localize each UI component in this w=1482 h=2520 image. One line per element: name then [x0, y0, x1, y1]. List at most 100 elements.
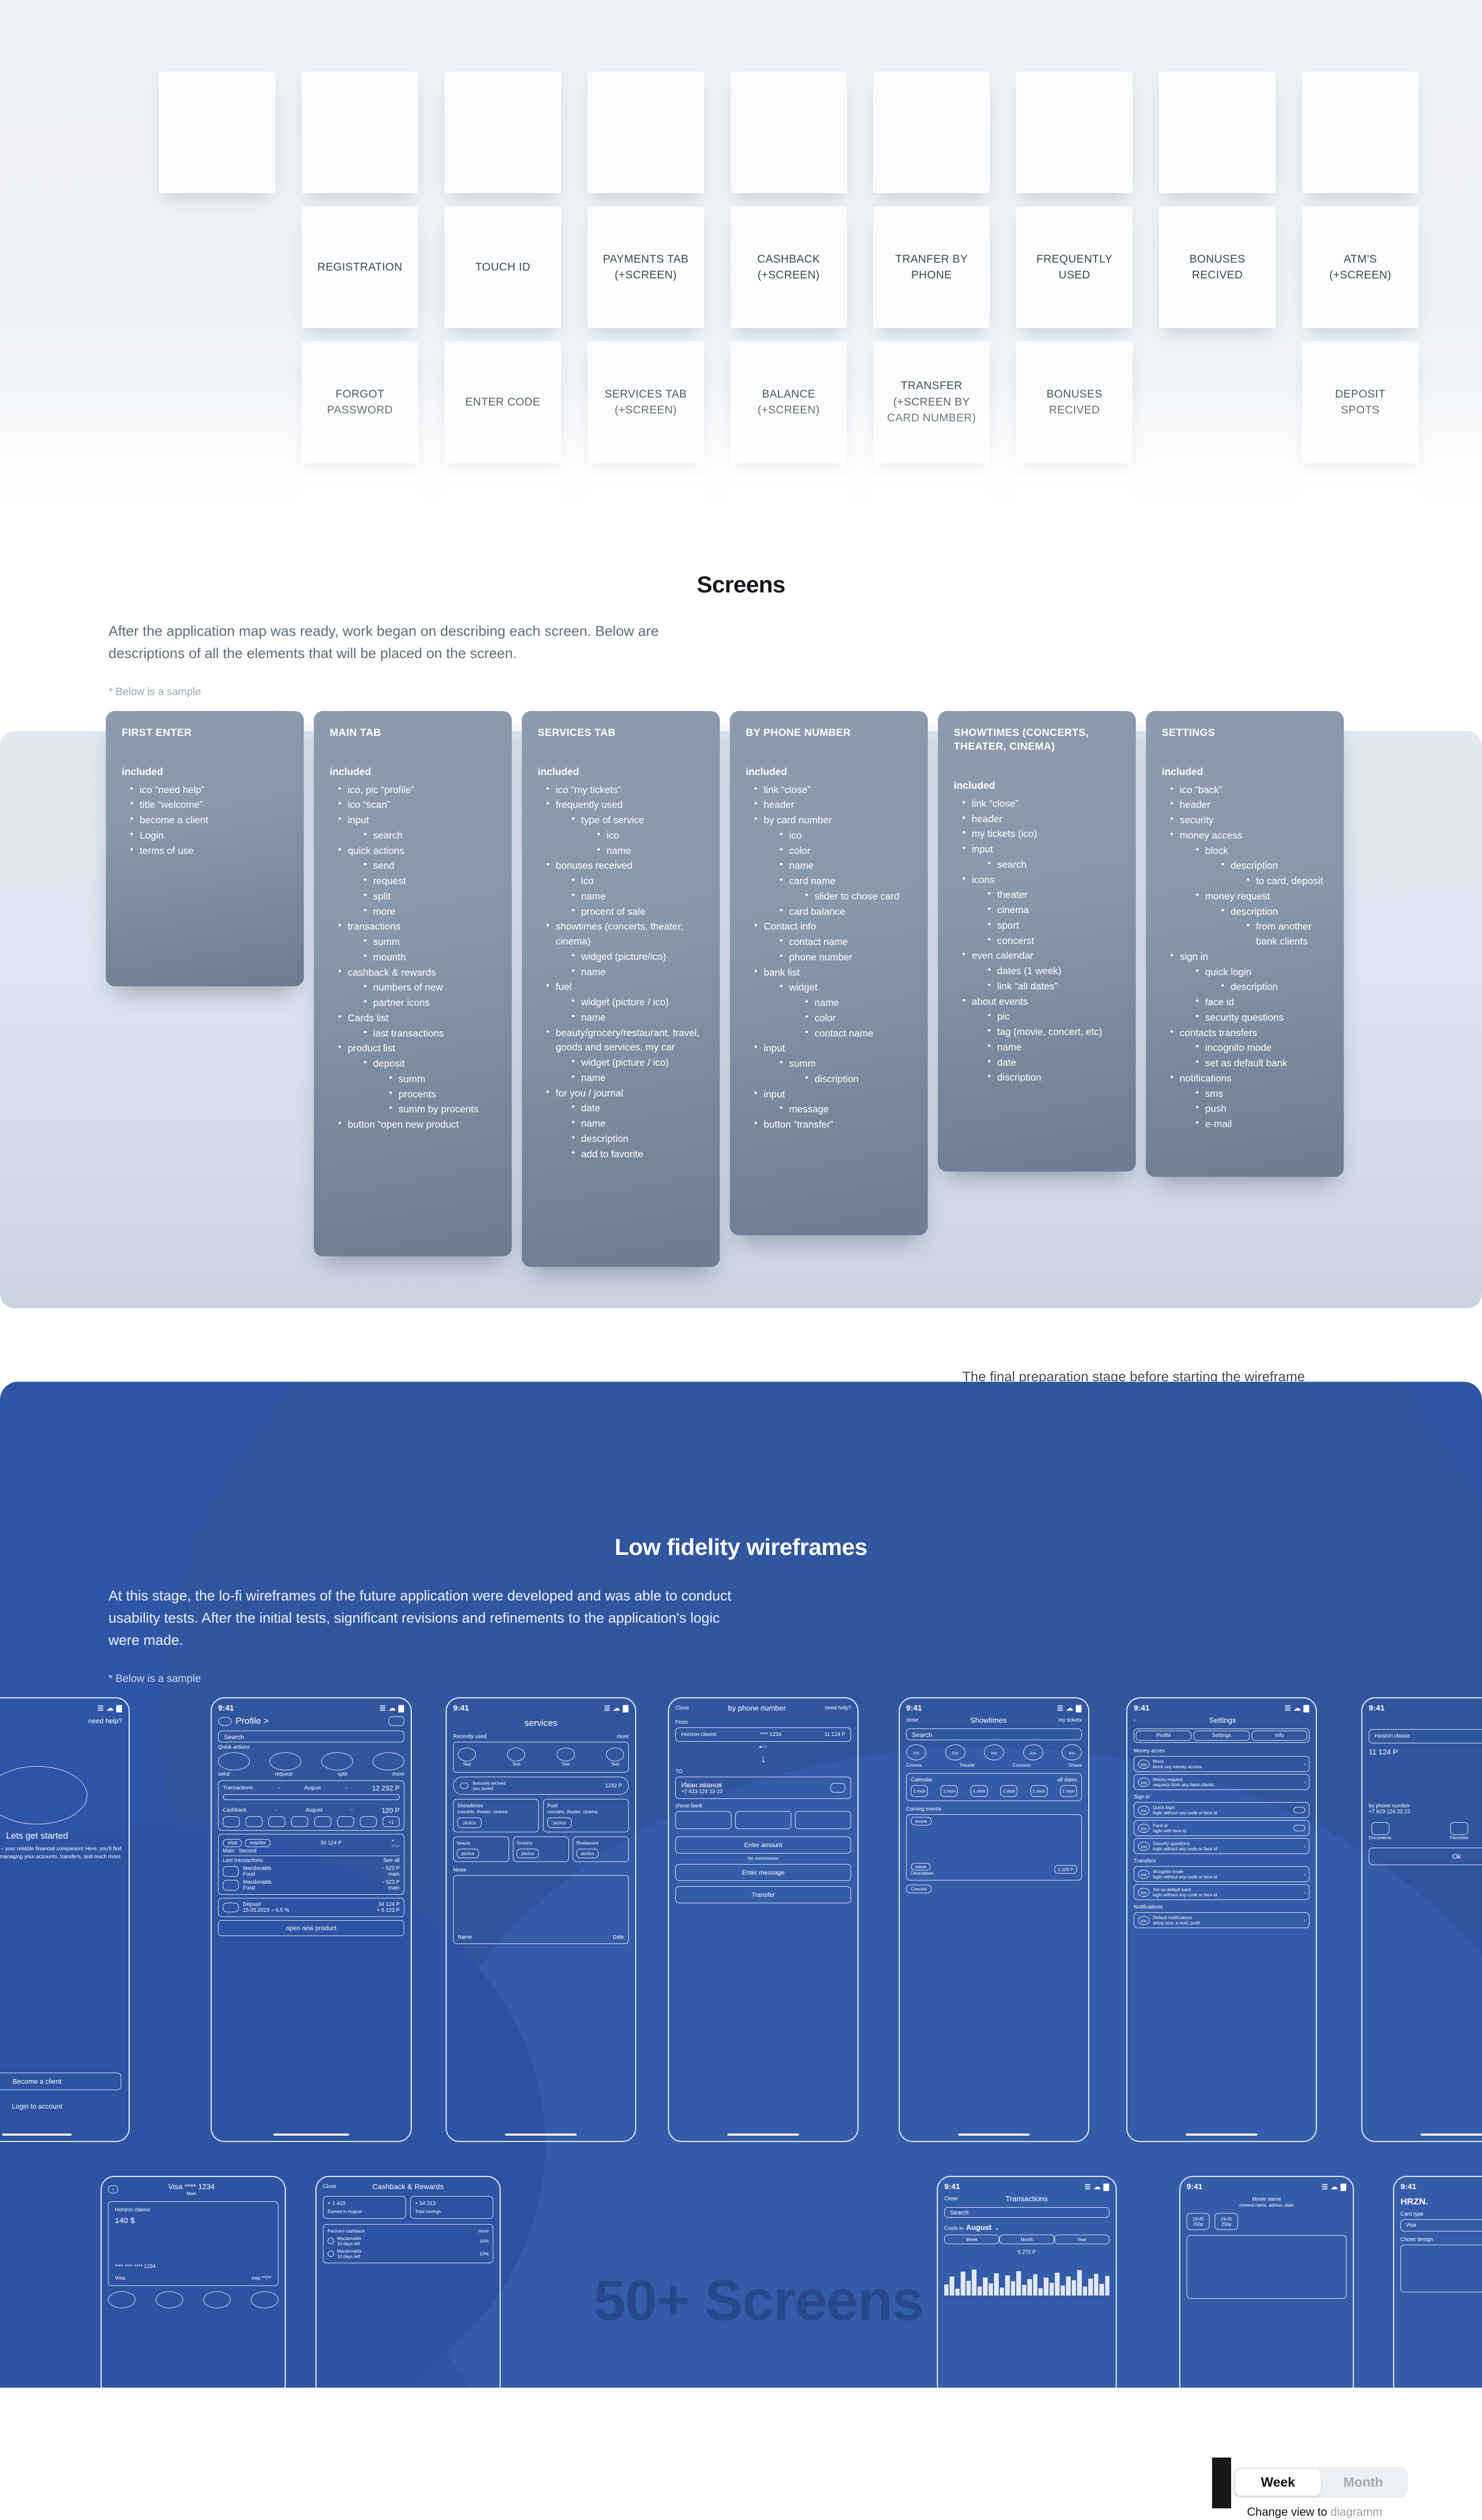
card-row[interactable]: Horizon classic **** 1234 [1369, 1729, 1482, 1743]
quick-action-circle[interactable] [218, 1752, 250, 1770]
app-map-card[interactable]: TRANFER BY PHONE [873, 206, 990, 328]
partner-icon[interactable] [223, 1816, 240, 1827]
scan-icon[interactable] [388, 1716, 404, 1726]
service-category-card[interactable]: beauty pic/ico [453, 1837, 509, 1862]
service-category-card[interactable]: Restaurant pic/ico [573, 1837, 629, 1862]
partner-icon[interactable]: +1 [382, 1816, 400, 1827]
search-input[interactable]: Search [906, 1729, 1082, 1740]
partner-row[interactable]: Macdonalds 10 days left 10% [328, 2236, 489, 2246]
app-map-card[interactable]: SHOWTIMES (+SCREEN) [1016, 476, 1133, 572]
chevron-right-icon[interactable]: › [1304, 1843, 1305, 1849]
change-view-link[interactable]: diagramm [1330, 2505, 1382, 2518]
settings-row[interactable]: ico Quick login login without any code or … [1134, 1802, 1309, 1818]
tab-profile[interactable]: Profile [1136, 1731, 1192, 1741]
segment-week[interactable]: Week [1235, 2469, 1321, 2496]
close-link[interactable]: Close [323, 2183, 337, 2190]
app-map-card[interactable]: CASHBACK (+SCREEN) [730, 206, 847, 328]
partner-icon[interactable] [246, 1816, 263, 1827]
range-tab-year[interactable]: Year [1054, 2235, 1109, 2244]
need-help-link[interactable]: need help? [825, 1705, 851, 1711]
search-input[interactable]: Search [218, 1731, 404, 1742]
app-map-card[interactable]: ENTER CODE [445, 341, 561, 463]
settings-row[interactable]: ico Default notifications setup sms, e-mai… [1134, 1912, 1309, 1928]
source-card-selector[interactable]: Horizon classic **** 1234 11 124 P [675, 1727, 851, 1742]
service-tile[interactable]: Test [556, 1748, 575, 1767]
transfer-button[interactable]: Transfer [675, 1886, 851, 1903]
contact-row[interactable]: Иван иванов +7 823 124 23 23 [675, 1777, 851, 1799]
app-map-card[interactable]: SERVICES TAB (+SCREEN) [588, 341, 704, 463]
calendar-day[interactable]: 1 mon [911, 1785, 928, 1797]
cards-list-card[interactable]: visa master 34 124 P + ○○○ Main Second La… [218, 1834, 404, 1895]
settings-row[interactable]: ico Money request requests from any bank c… [1134, 1774, 1309, 1790]
chevron-right-icon[interactable]: › [1304, 1761, 1305, 1767]
back-icon[interactable]: ‹ [1134, 1717, 1136, 1723]
transactions-card[interactable]: Transactions - August - 12 232 P Cashbac… [218, 1780, 404, 1831]
quick-action-label-request[interactable]: request [275, 1771, 293, 1777]
sign-out-link[interactable]: sign out [1369, 1716, 1482, 1722]
need-help-link[interactable]: need help? [88, 1717, 122, 1725]
become-client-button[interactable]: Become a client [0, 2073, 121, 2090]
partner-icon[interactable] [314, 1816, 331, 1827]
partner-icon[interactable] [337, 1816, 354, 1827]
partners-card[interactable]: Partners cashback more Macdonalds 10 days… [323, 2224, 493, 2263]
chevron-up-icon[interactable]: ⌄ [994, 2225, 999, 2231]
quick-action-label-more[interactable]: more [392, 1771, 404, 1777]
bonuses-received-row[interactable]: bonuses recived you saved 1232 P [453, 1777, 629, 1795]
app-map-card[interactable]: HELP [445, 476, 561, 572]
enter-amount-input[interactable]: Enter amount [675, 1837, 851, 1853]
chevron-right-icon[interactable]: › [1304, 1779, 1305, 1785]
movie-poster[interactable] [1187, 2235, 1347, 2299]
card-slider-dots[interactable]: ●○○ [759, 1744, 767, 1749]
quick-action-circle[interactable] [321, 1752, 353, 1770]
category-icon[interactable]: ico [945, 1744, 965, 1760]
quick-action-circle[interactable] [269, 1752, 302, 1770]
app-map-card[interactable]: FREQUENTLY USED [1016, 206, 1133, 328]
profile-header[interactable]: Profile > [218, 1716, 404, 1726]
partner-icon[interactable] [291, 1816, 309, 1827]
category-icon[interactable]: ico [906, 1744, 926, 1760]
app-map-card[interactable]: BONUSES RECIVED [1159, 206, 1276, 328]
calendar-day[interactable]: 1 mon [1060, 1785, 1077, 1797]
settings-row-toggle[interactable] [1294, 1825, 1305, 1831]
partner-checkbox[interactable] [328, 2251, 334, 2257]
app-map-card[interactable]: REGISTRATION [302, 206, 418, 328]
event-card[interactable]: movie name Description 1 120 P [906, 1814, 1082, 1881]
card-detail-tab[interactable]: Favorites [1450, 1822, 1468, 1840]
partner-checkbox[interactable] [328, 2238, 334, 2244]
recently-used-box[interactable]: Test Test Test Test [453, 1742, 629, 1772]
calendar-day[interactable]: 1 mon [941, 1785, 958, 1797]
bank-option[interactable] [795, 1811, 851, 1829]
contacts-icon[interactable] [830, 1783, 845, 1793]
service-tile[interactable]: Test [458, 1748, 476, 1767]
news-card[interactable]: Name Date [453, 1875, 629, 1944]
settings-row[interactable]: ico Security questions login without any c… [1134, 1838, 1309, 1854]
bank-option[interactable] [675, 1811, 731, 1829]
settings-row[interactable]: ico Block block any money access › [1134, 1756, 1309, 1772]
open-new-product-button[interactable]: open new product [218, 1920, 404, 1936]
category-fuel[interactable]: Fuel concerts, theater, cinema pic/ico [543, 1799, 629, 1832]
close-link[interactable]: Close [675, 1705, 689, 1711]
concert-tag[interactable]: Concert [906, 1885, 932, 1894]
range-tab-week[interactable]: Week [944, 2235, 999, 2244]
tab-info[interactable]: Info [1251, 1731, 1307, 1741]
service-tile[interactable]: Test [606, 1748, 624, 1767]
search-input[interactable]: Search [944, 2207, 1109, 2218]
calendar-day[interactable]: 1 mon [1000, 1785, 1018, 1797]
card-type-row[interactable]: Visa ⌄ [1400, 2219, 1482, 2231]
all-dates-link[interactable]: all dates [1057, 1777, 1077, 1783]
card-action-circle[interactable] [203, 2291, 231, 2308]
showtime-chip[interactable]: 19:45 250р [1187, 2213, 1210, 2230]
more-link[interactable]: more [478, 2228, 489, 2234]
service-category-card[interactable]: Grocery pic/ico [513, 1837, 569, 1862]
partner-icon[interactable] [359, 1816, 377, 1827]
category-icon[interactable]: ico [984, 1744, 1004, 1760]
chevron-right-icon[interactable]: › [1304, 1871, 1305, 1877]
category-icon[interactable]: ico [1023, 1744, 1043, 1760]
settings-tabs[interactable]: Profile Settings Info [1134, 1729, 1309, 1743]
range-segmented-control[interactable]: Week Month [1233, 2467, 1408, 2498]
settings-row[interactable]: ico Face id login with face id [1134, 1820, 1309, 1836]
app-map-card[interactable]: BONUSES RECIVED [1016, 341, 1133, 463]
card-action-circle[interactable] [108, 2291, 135, 2308]
app-map-card[interactable]: PAYMENTS TAB (+SCREEN) [588, 206, 704, 328]
